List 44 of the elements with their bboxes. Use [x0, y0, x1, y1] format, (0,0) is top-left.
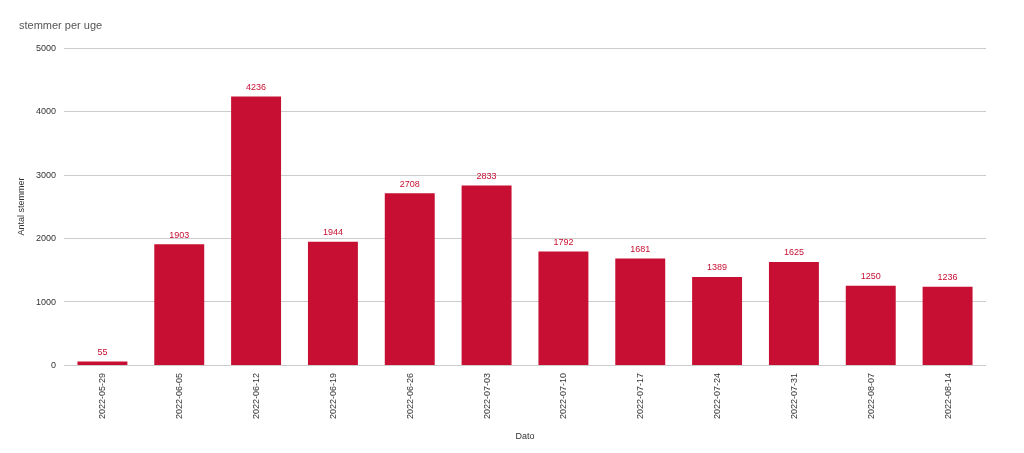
- y-tick-label: 1000: [35, 296, 56, 307]
- x-tick-label: 2022-06-19: [327, 373, 338, 420]
- y-tick-label: 3000: [35, 169, 56, 180]
- data-label: 1625: [783, 247, 804, 258]
- bar: [307, 241, 358, 365]
- bar: [384, 193, 435, 365]
- data-label: 1389: [707, 262, 728, 273]
- bar: [692, 276, 743, 365]
- data-label: 1681: [630, 243, 651, 254]
- bar: [615, 258, 666, 365]
- data-label: 4236: [246, 81, 267, 92]
- data-label: 1236: [937, 272, 958, 283]
- y-tick-label: 2000: [35, 233, 56, 244]
- bar: [231, 96, 282, 365]
- data-label: 1903: [169, 229, 190, 240]
- x-tick-label: 2022-07-24: [712, 373, 723, 420]
- x-tick-label: 2022-06-12: [251, 373, 262, 420]
- bar: [768, 261, 819, 365]
- x-tick-label: 2022-06-05: [174, 373, 185, 420]
- bar: [154, 244, 205, 365]
- data-label: 2833: [476, 170, 497, 181]
- data-label: 55: [97, 347, 108, 358]
- x-tick-label: 2022-08-14: [942, 373, 953, 420]
- x-tick-label: 2022-07-10: [558, 373, 569, 420]
- chart-title: stemmer per uge: [19, 18, 103, 31]
- y-axis-title: Antal stemmer: [15, 177, 26, 236]
- data-label: 1792: [553, 236, 574, 247]
- data-label: 1944: [322, 227, 343, 238]
- bar: [845, 285, 896, 365]
- bar: [922, 286, 973, 365]
- bar: [461, 185, 512, 365]
- data-label: 2708: [399, 178, 420, 189]
- x-axis-title: Dato: [515, 430, 535, 441]
- x-tick-label: 2022-07-31: [788, 373, 799, 420]
- x-tick-label: 2022-06-26: [404, 373, 415, 420]
- x-tick-label: 2022-07-17: [635, 373, 646, 420]
- y-tick-label: 5000: [35, 43, 56, 53]
- x-tick-label: 2022-05-29: [97, 373, 108, 420]
- x-tick-label: 2022-07-03: [481, 373, 492, 420]
- data-label: 1250: [860, 271, 881, 282]
- bar: [538, 251, 589, 365]
- x-tick-label: 2022-08-07: [865, 373, 876, 420]
- y-tick-label: 4000: [35, 106, 56, 117]
- y-tick-label: 0: [50, 360, 56, 370]
